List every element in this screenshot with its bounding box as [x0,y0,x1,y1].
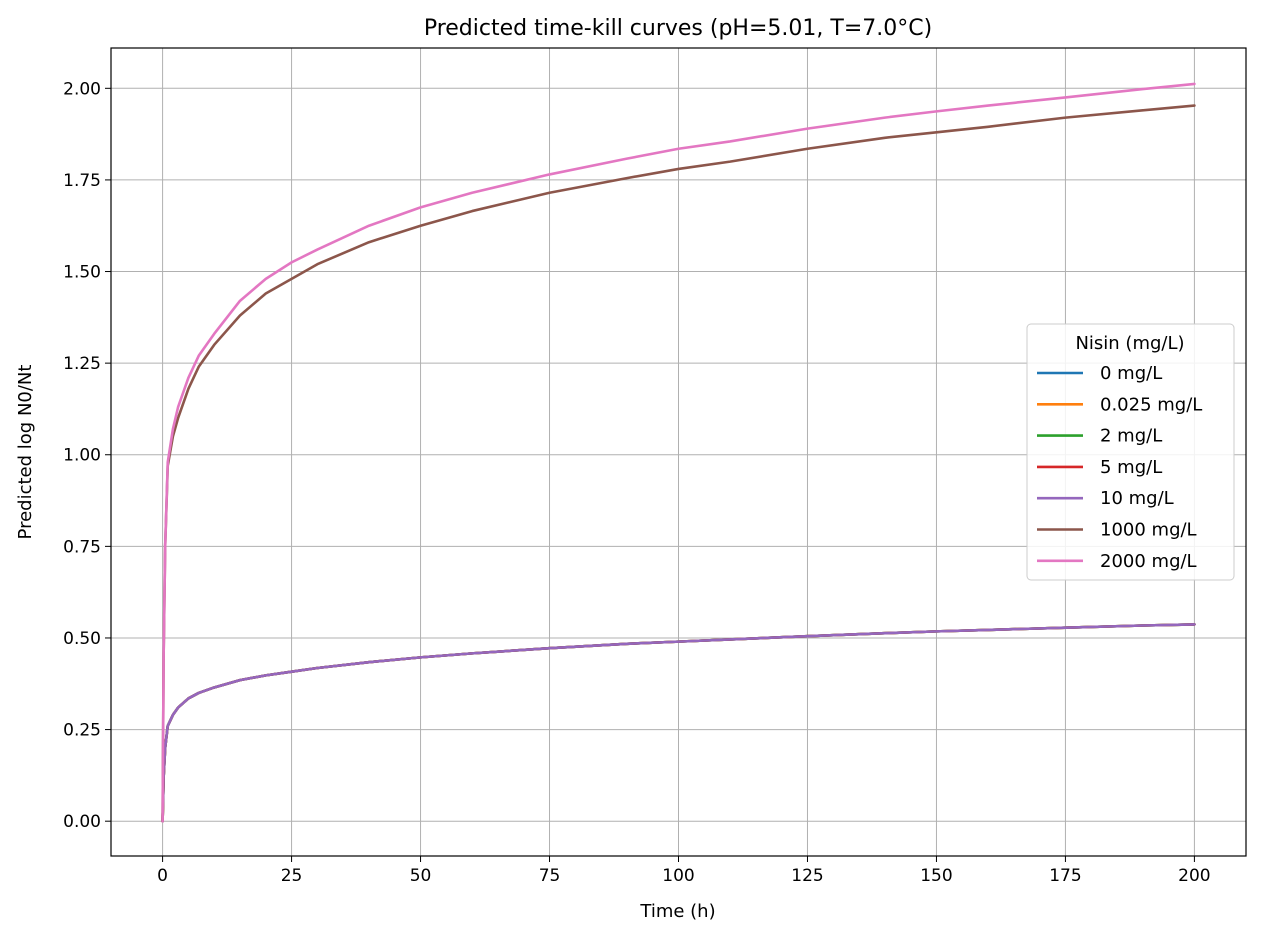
legend-label-5: 1000 mg/L [1100,520,1197,541]
y-tick-label: 1.50 [63,263,101,283]
y-tick-label: 2.00 [63,79,101,99]
legend-label-6: 2000 mg/L [1100,551,1197,572]
series-line-6 [161,82,1196,823]
x-tick-label: 175 [1049,866,1081,886]
y-axis-label: Predicted log N0/Nt [15,365,36,540]
x-tick-label: 200 [1178,866,1210,886]
legend-label-0: 0 mg/L [1100,363,1162,384]
legend-box [1026,323,1235,581]
x-tick-label: 75 [539,866,561,886]
y-tick-label: 0.50 [63,629,101,649]
x-tick-label: 25 [281,866,303,886]
x-tick-label: 125 [791,866,823,886]
legend: Nisin (mg/L) 0 mg/L 0.025 mg/L 2 mg/L 5 mg/… [1026,323,1235,581]
legend-label-3: 5 mg/L [1100,457,1162,478]
y-tick-label: 0.25 [63,721,101,741]
x-axis: 0 25 50 75 100 125 150 175 200 [157,856,1211,886]
legend-title: Nisin (mg/L) [1075,333,1184,354]
legend-items: 0 mg/L 0.025 mg/L 2 mg/L 5 mg/L 10 mg/L 1000 … [1037,363,1202,572]
x-tick-label: 50 [410,866,432,886]
x-tick-label: 100 [662,866,694,886]
series-line-4 [161,623,1196,823]
x-axis-label: Time (h) [639,901,715,922]
series-layer [161,82,1196,823]
y-tick-label: 0.00 [63,812,101,832]
y-tick-label: 1.75 [63,171,101,191]
y-tick-label: 1.00 [63,446,101,466]
grid [111,48,1246,856]
series-line-5 [161,104,1196,823]
legend-label-4: 10 mg/L [1100,488,1174,509]
legend-label-2: 2 mg/L [1100,426,1162,447]
x-tick-label: 150 [920,866,952,886]
y-tick-label: 1.25 [63,354,101,374]
legend-label-1: 0.025 mg/L [1100,394,1202,415]
x-tick-label: 0 [157,866,168,886]
y-tick-label: 0.75 [63,537,101,557]
chart-title: Predicted time-kill curves (pH=5.01, T=7… [424,16,932,41]
y-axis: 0.00 0.25 0.50 0.75 1.00 1.25 1.50 1.75 2.00 [63,79,111,832]
